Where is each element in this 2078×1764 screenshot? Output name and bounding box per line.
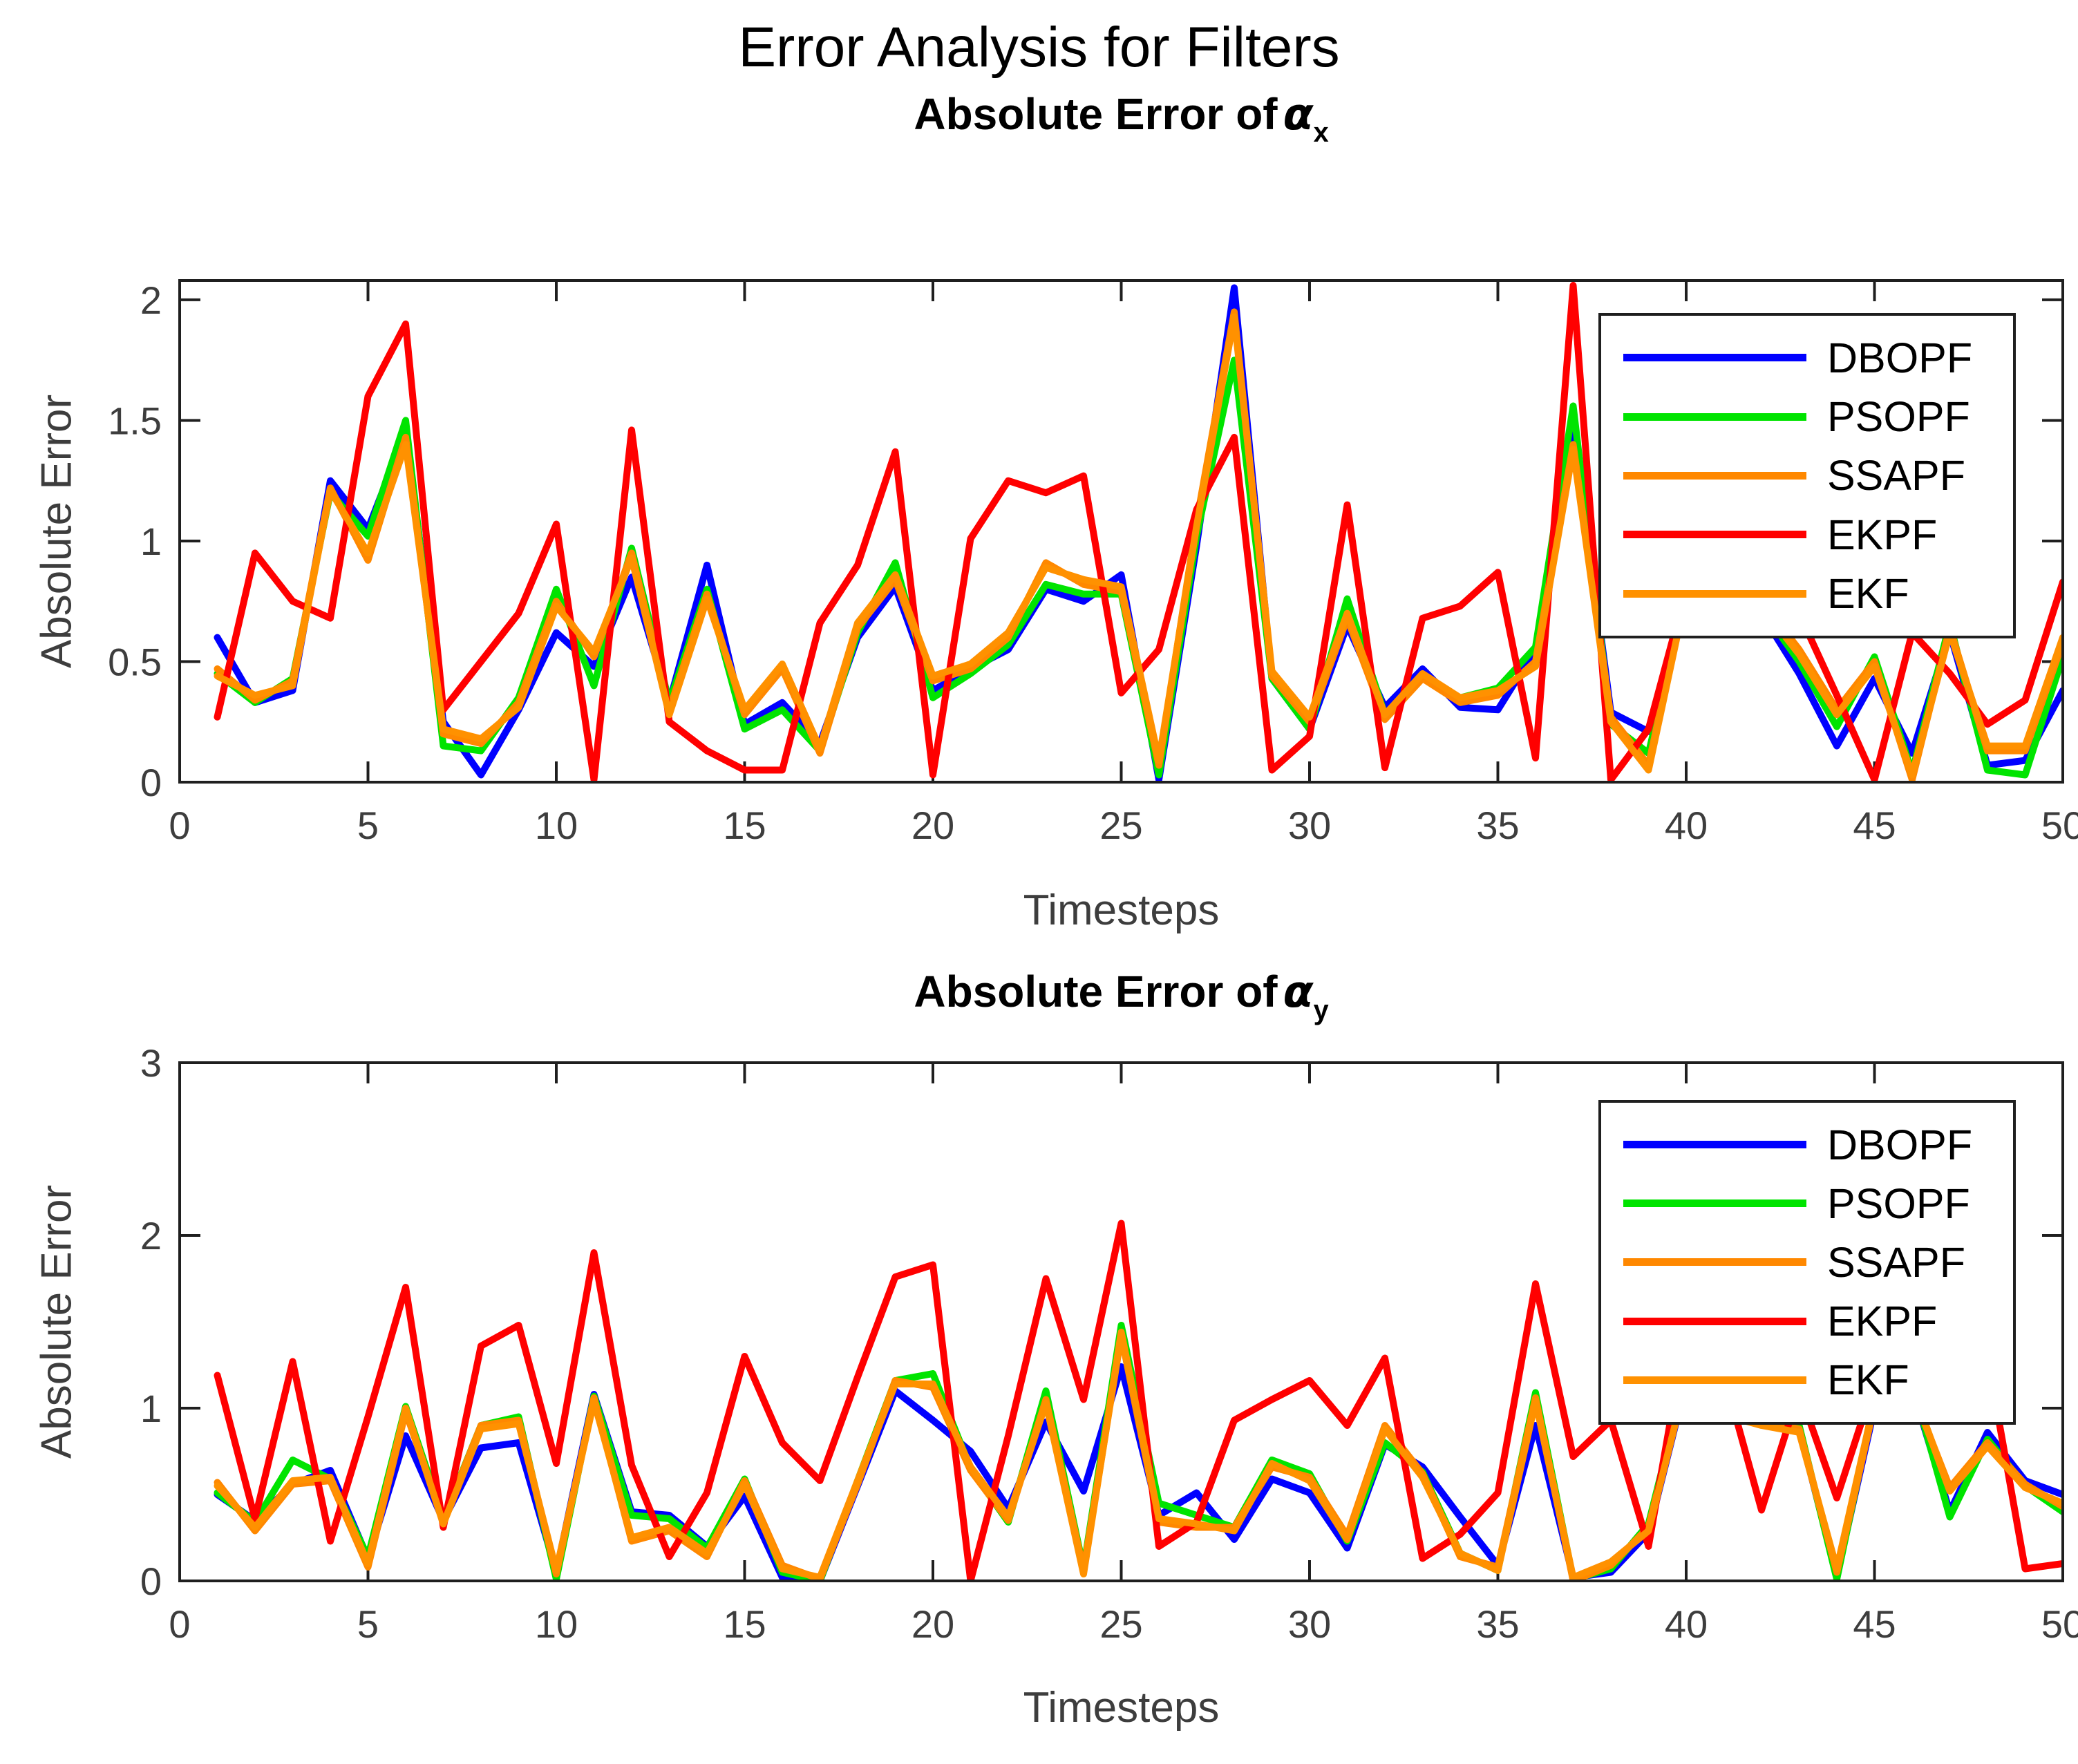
legend-label: PSOPF <box>1827 1179 1970 1227</box>
legend-item: EKF <box>1601 569 2013 618</box>
legend-item: SSAPF <box>1601 451 2013 500</box>
y-axis-label-bottom: Absolute Error <box>32 1184 81 1459</box>
subplot-title-text: Absolute Error of <box>914 89 1278 139</box>
legend-line-sample <box>1623 1317 1806 1325</box>
x-tick-label: 25 <box>1099 804 1142 847</box>
legend-label: SSAPF <box>1827 1238 1966 1286</box>
x-tick-label: 30 <box>1288 1602 1331 1646</box>
x-tick-label: 10 <box>535 804 578 847</box>
y-tick-label: 1 <box>140 520 162 563</box>
x-axis-label-top: Timesteps <box>1023 886 1220 934</box>
x-tick-label: 40 <box>1665 1602 1708 1646</box>
legend-label: DBOPF <box>1827 334 1973 381</box>
legend-item: EKPF <box>1601 511 2013 559</box>
alpha-symbol: α <box>1283 967 1314 1018</box>
y-tick-label: 0.5 <box>108 640 162 683</box>
legend-label: EKPF <box>1827 1298 1938 1345</box>
subplot-title-ax: Absolute Error of αx <box>180 88 2063 149</box>
x-tick-label: 50 <box>2041 1602 2078 1646</box>
legend-line-sample <box>1623 531 1806 539</box>
legend-line-sample <box>1623 412 1806 421</box>
alpha-subscript: y <box>1313 994 1329 1025</box>
x-axis-label-bottom: Timesteps <box>1023 1684 1220 1732</box>
y-axis-label-top: Absolute Error <box>32 394 81 669</box>
legend-item: DBOPF <box>1601 1121 2013 1169</box>
legend-line-sample <box>1623 1141 1806 1149</box>
subplot-title-ay: Absolute Error of αy <box>180 966 2063 1026</box>
legend-line-sample <box>1623 1376 1806 1384</box>
axes-box <box>178 279 2064 784</box>
alpha-subscript: x <box>1313 117 1329 148</box>
x-tick-label: 5 <box>357 1602 379 1646</box>
legend-item: EKF <box>1601 1356 2013 1404</box>
legend-item: PSOPF <box>1601 392 2013 441</box>
legend-item: PSOPF <box>1601 1179 2013 1228</box>
legend-label: EKF <box>1827 1356 1909 1404</box>
y-tick-label: 3 <box>140 1041 162 1085</box>
x-tick-label: 0 <box>169 804 190 847</box>
subplot-title-text: Absolute Error of <box>914 967 1278 1016</box>
legend-line-sample <box>1623 471 1806 480</box>
x-tick-label: 20 <box>912 804 954 847</box>
x-tick-label: 45 <box>1853 804 1896 847</box>
legend-label: EKF <box>1827 570 1909 618</box>
legend-label: SSAPF <box>1827 452 1966 500</box>
x-tick-label: 30 <box>1288 804 1331 847</box>
legend-top-plot: DBOPF PSOPF SSAPF EKPF EKF <box>1598 313 2016 638</box>
legend-label: EKPF <box>1827 511 1938 558</box>
legend-label: DBOPF <box>1827 1121 1973 1168</box>
x-tick-label: 40 <box>1665 804 1708 847</box>
y-tick-label: 2 <box>140 278 162 322</box>
figure-title: Error Analysis for Filters <box>738 16 1340 79</box>
x-tick-label: 50 <box>2041 804 2078 847</box>
legend-label: PSOPF <box>1827 393 1970 441</box>
legend-item: EKPF <box>1601 1297 2013 1345</box>
y-tick-label: 1 <box>140 1387 162 1430</box>
y-tick-label: 2 <box>140 1214 162 1258</box>
x-tick-label: 0 <box>169 1602 190 1646</box>
x-tick-label: 35 <box>1476 1602 1519 1646</box>
axes-box <box>178 1061 2064 1582</box>
x-tick-label: 20 <box>912 1602 954 1646</box>
series-line-ekpf <box>214 1220 2063 1581</box>
legend-line-sample <box>1623 1199 1806 1208</box>
legend-item: SSAPF <box>1601 1238 2013 1287</box>
x-tick-label: 15 <box>723 1602 766 1646</box>
legend-line-sample <box>1623 354 1806 362</box>
legend-bottom-plot: DBOPF PSOPF SSAPF EKPF EKF <box>1598 1100 2016 1425</box>
x-tick-label: 25 <box>1099 1602 1142 1646</box>
y-tick-label: 1.5 <box>108 399 162 442</box>
legend-line-sample <box>1623 1258 1806 1267</box>
x-tick-label: 15 <box>723 804 766 847</box>
x-tick-label: 35 <box>1476 804 1519 847</box>
legend-item: DBOPF <box>1601 334 2013 382</box>
y-tick-label: 0 <box>140 1559 162 1603</box>
x-tick-label: 5 <box>357 804 379 847</box>
legend-line-sample <box>1623 589 1806 598</box>
x-tick-label: 10 <box>535 1602 578 1646</box>
alpha-symbol: α <box>1283 89 1314 140</box>
y-tick-label: 0 <box>140 761 162 804</box>
x-tick-label: 45 <box>1853 1602 1896 1646</box>
